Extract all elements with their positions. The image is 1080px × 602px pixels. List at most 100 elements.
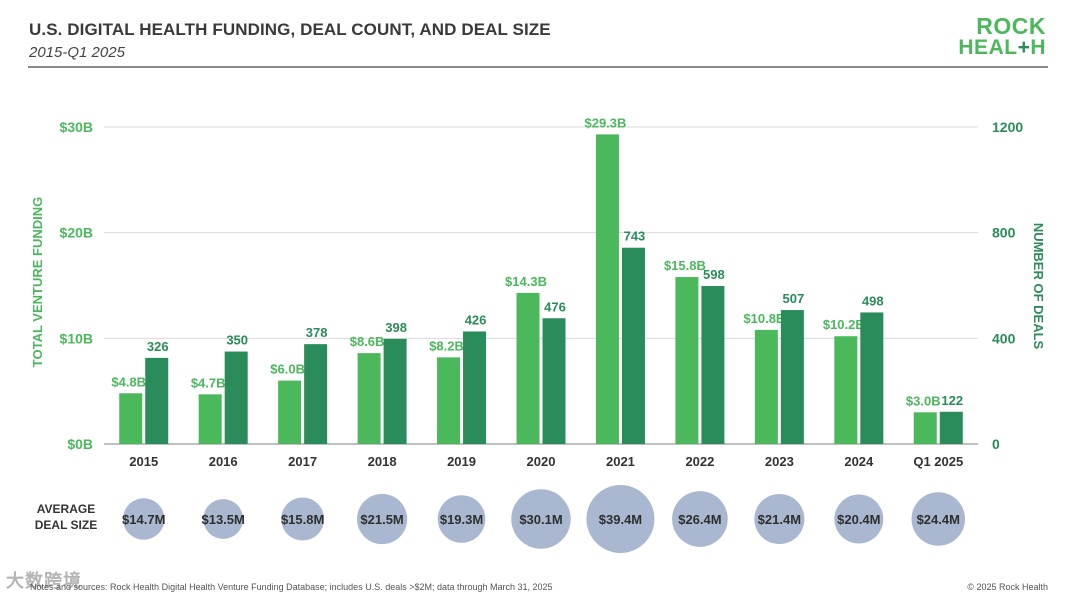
funding-bar	[516, 292, 540, 444]
funding-bar	[278, 380, 302, 444]
x-axis-tick-label: 2023	[765, 454, 794, 469]
funding-bar	[119, 393, 143, 444]
x-axis-tick-label: 2021	[606, 454, 635, 469]
deal-size-bubble	[911, 492, 966, 546]
funding-data-label: $4.7B	[191, 375, 226, 390]
deals-data-label: 476	[544, 299, 566, 314]
deals-bar	[383, 338, 407, 444]
funding-bar	[834, 336, 858, 444]
left-axis-title: TOTAL VENTURE FUNDING	[30, 197, 45, 367]
funding-data-label: $8.2B	[429, 338, 464, 353]
deals-data-label: 398	[385, 320, 407, 335]
funding-bar	[357, 353, 381, 444]
deals-data-label: 378	[306, 325, 328, 340]
x-axis-tick-label: 2022	[685, 454, 714, 469]
deals-data-label: 426	[465, 312, 487, 327]
x-axis-tick-label: 2018	[368, 454, 397, 469]
deal-size-label: $39.4M	[599, 512, 642, 527]
funding-data-label: $3.0B	[906, 393, 941, 408]
deals-bar	[304, 344, 328, 444]
left-axis-tick-label: $10B	[60, 330, 93, 346]
deals-data-label: 743	[624, 229, 646, 244]
deal-size-bubble	[356, 493, 408, 545]
deal-size-bubble	[122, 498, 165, 540]
funding-bar	[595, 134, 619, 444]
left-axis-tick-label: $30B	[60, 119, 93, 135]
funding-data-label: $10.8B	[743, 311, 785, 326]
deal-size-bubble	[511, 489, 571, 549]
deals-bar	[621, 247, 645, 444]
deal-size-label: $30.1M	[519, 512, 562, 527]
rock-health-logo: ROCK HEAL+H	[958, 13, 1046, 59]
deals-bar	[145, 357, 169, 444]
left-axis-tick-label: $0B	[67, 436, 93, 452]
deals-data-label: 350	[226, 333, 248, 348]
deal-size-bubble	[437, 495, 486, 543]
deal-size-label: $15.8M	[281, 512, 324, 527]
funding-bar	[913, 412, 937, 444]
watermark-text: 大数跨境	[6, 571, 82, 591]
right-axis-tick-label: 800	[992, 225, 1016, 241]
x-axis-tick-label: 2015	[129, 454, 158, 469]
deals-data-label: 598	[703, 267, 725, 282]
funding-data-label: $6.0B	[270, 362, 305, 377]
copyright: © 2025 Rock Health	[967, 582, 1048, 592]
deals-bar	[224, 351, 248, 444]
deals-bar	[542, 318, 566, 444]
deal-size-label: $13.5M	[201, 512, 244, 527]
avg-deal-size-label-line1: AVERAGE	[37, 502, 95, 516]
footer-note: Notes and sources: Rock Health Digital H…	[30, 582, 553, 592]
funding-data-label: $4.8B	[111, 374, 146, 389]
logo-line-1: ROCK	[976, 13, 1046, 39]
chart-title: U.S. DIGITAL HEALTH FUNDING, DEAL COUNT,…	[29, 20, 551, 39]
chart-subtitle: 2015-Q1 2025	[29, 44, 125, 61]
right-axis-tick-label: 400	[992, 330, 1016, 346]
deal-size-label: $19.3M	[440, 512, 483, 527]
deal-size-label: $26.4M	[678, 512, 721, 527]
funding-bar	[198, 394, 222, 444]
deals-data-label: 498	[862, 293, 884, 308]
deal-size-label: $24.4M	[917, 512, 960, 527]
logo-plus-icon: +	[1017, 36, 1031, 59]
deals-data-label: 507	[783, 291, 805, 306]
x-axis-tick-label: 2017	[288, 454, 317, 469]
deals-data-label: 326	[147, 339, 169, 354]
avg-deal-size-label-line2: DEAL SIZE	[35, 518, 97, 532]
deal-size-bubble	[754, 493, 805, 545]
deals-bar	[939, 411, 963, 444]
funding-bar	[675, 277, 699, 444]
funding-data-label: $10.2B	[823, 317, 865, 332]
x-axis-tick-label: 2020	[527, 454, 556, 469]
right-axis-tick-label: 0	[992, 436, 1000, 452]
deals-data-label: 122	[941, 393, 963, 408]
deals-bar	[463, 331, 487, 444]
x-axis-tick-label: 2016	[209, 454, 238, 469]
funding-data-label: $14.3B	[505, 274, 547, 289]
deal-size-bubble	[586, 485, 655, 553]
deal-size-label: $21.5M	[360, 512, 403, 527]
x-axis-tick-label: Q1 2025	[913, 454, 963, 469]
funding-bar	[437, 357, 461, 444]
deals-bar	[701, 286, 725, 444]
left-axis-tick-label: $20B	[60, 225, 93, 241]
logo-text-a: HEAL	[958, 36, 1018, 59]
deal-size-bubble	[834, 494, 884, 544]
deal-size-bubble	[281, 497, 325, 541]
right-axis-title: NUMBER OF DEALS	[1031, 223, 1046, 350]
funding-data-label: $8.6B	[350, 334, 385, 349]
x-axis-tick-label: 2024	[844, 454, 874, 469]
right-axis-tick-label: 1200	[992, 119, 1023, 135]
deals-bar	[860, 312, 884, 444]
deal-size-bubble	[672, 491, 728, 547]
header-divider	[28, 66, 1048, 68]
logo-line-2: HEAL+H	[958, 37, 1046, 58]
logo-text-b: H	[1030, 36, 1046, 59]
x-axis-tick-label: 2019	[447, 454, 476, 469]
deals-bar	[780, 310, 804, 444]
deal-size-bubble	[203, 499, 244, 539]
funding-data-label: $29.3B	[584, 115, 626, 130]
funding-bar	[754, 329, 778, 444]
deal-size-label: $14.7M	[122, 512, 165, 527]
funding-data-label: $15.8B	[664, 258, 706, 273]
funding-deals-chart: $0B $10B $20B $30B 0 400 800 1200 TOTAL VENTURE …	[30, 115, 1046, 553]
